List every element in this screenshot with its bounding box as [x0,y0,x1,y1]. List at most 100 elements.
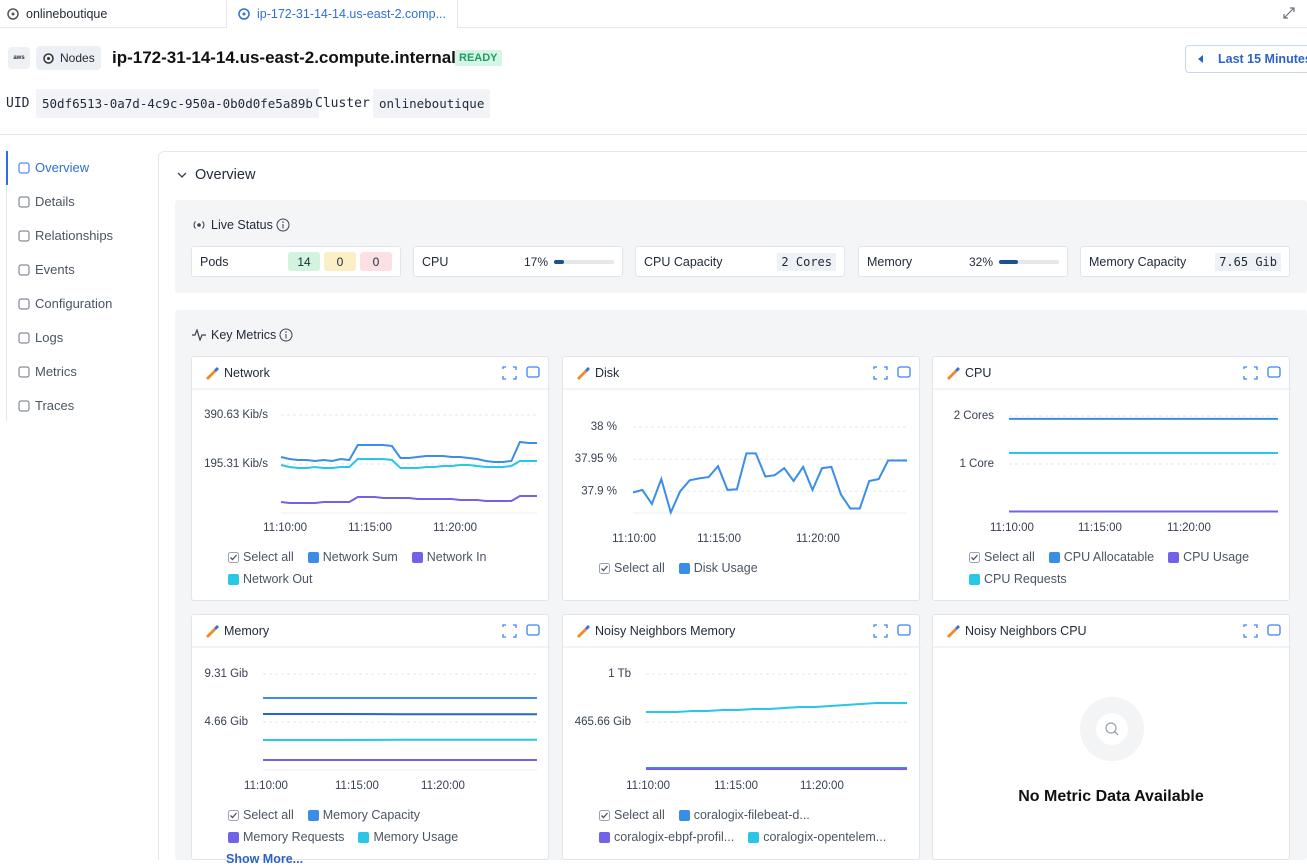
nav-item[interactable]: Metrics [18,364,77,379]
legend-swatch [228,574,239,585]
legend-select-all[interactable]: Select all [228,550,294,564]
pods-pending: 0 [324,252,356,271]
nav-icon-shape [19,197,29,207]
card-value: 2 Cores [777,253,836,271]
checkbox[interactable] [228,552,239,563]
legend-select-all[interactable]: Select all [969,550,1035,564]
tab-active[interactable]: ip-172-31-14-14.us-east-2.comp... [226,0,458,28]
x-tick-label: 11:10:00 [990,522,1034,534]
legend-swatch [1168,552,1179,563]
legend-label: Network Out [243,572,312,586]
nav-item[interactable]: Relationships [18,228,113,243]
legend-select-all[interactable]: Select all [228,808,294,822]
y-tick-label: 195.31 Kib/s [204,458,268,470]
nav-item[interactable]: Configuration [18,296,112,311]
expand-button[interactable] [1244,625,1257,637]
legend-label: CPU Usage [1183,550,1249,564]
x-tick-label: 11:10:00 [612,533,656,545]
empty-disc [1096,713,1128,745]
legend: Select all coralogix-filebeat-d... coralog… [599,808,899,844]
legend-item[interactable]: coralogix-filebeat-d... [679,808,810,822]
kind-label: Nodes [60,51,95,65]
nav-item[interactable]: Traces [18,398,74,413]
y-tick-label: 390.63 Kib/s [204,409,268,421]
legend-item[interactable]: Memory Requests [228,830,344,844]
pods-running: 14 [288,252,320,271]
nav-active-bar [6,151,8,185]
chevron[interactable] [177,170,187,180]
expand-icon[interactable] [1282,6,1296,20]
legend-label: CPU Allocatable [1064,550,1154,564]
nav-icon [18,162,30,174]
legend-swatch [308,810,319,821]
info-icon[interactable] [276,218,290,232]
nav-item[interactable]: Details [18,194,75,209]
legend-item[interactable]: Memory Usage [358,830,458,844]
x-tick-label: 11:15:00 [714,780,758,792]
info-icon[interactable] [279,328,293,342]
checkbox[interactable] [599,563,610,574]
legend-item[interactable]: coralogix-ebpf-profil... [599,830,734,844]
chat-button[interactable] [1268,625,1280,635]
key-metrics-title: Key Metrics [211,328,276,342]
legend-label: Select all [243,550,294,564]
checkbox[interactable] [228,810,239,821]
checkbox[interactable] [969,552,980,563]
x-tick-label: 11:15:00 [697,533,741,545]
checkbox[interactable] [599,810,610,821]
cpu-percent: 17% [524,255,548,269]
legend-item[interactable]: Network In [412,550,487,564]
section-title: Overview [195,167,255,183]
card-label: Memory [867,255,969,269]
nav-icon [18,400,30,412]
legend-swatch [679,810,690,821]
legend-label: coralogix-filebeat-d... [694,808,810,822]
cluster-value: onlineboutique [373,89,490,118]
legend-item[interactable]: CPU Usage [1168,550,1249,564]
legend-swatch [1049,552,1060,563]
card-icon [947,628,957,638]
tab[interactable]: onlineboutique [0,0,225,27]
nav-item[interactable]: Logs [18,330,63,345]
x-tick-label: 11:20:00 [796,533,840,545]
y-tick-label: 37.9 % [581,485,617,497]
uid-value: 50df6513-0a7d-4c9c-950a-0b0d0fe5a89b [36,89,319,118]
legend-item[interactable]: coralogix-opentelem... [748,830,886,844]
legend: Select all Disk Usage [599,561,899,575]
progress-fill [999,260,1018,264]
legend-item[interactable]: CPU Requests [969,572,1067,586]
legend-swatch [599,832,610,843]
legend-select-all[interactable]: Select all [599,808,665,822]
empty-icon [1077,694,1147,764]
nav-icon-shape [19,163,29,173]
y-tick-label: 38 % [591,421,617,433]
nav-label: Overview [35,160,89,175]
nav-item[interactable]: Overview [18,160,89,175]
legend-item[interactable]: CPU Allocatable [1049,550,1154,564]
legend-item[interactable]: Disk Usage [679,561,758,575]
card-label: CPU Capacity [644,255,777,269]
series-line [281,496,537,503]
legend-swatch [412,552,423,563]
cpu-card: CPU 17% [413,246,623,277]
legend-label: Network Sum [323,550,398,564]
legend-item[interactable]: Memory Capacity [308,808,420,822]
nav-label: Metrics [35,364,77,379]
show-more-link[interactable]: Show More... [226,852,303,866]
legend-item[interactable]: Network Out [228,572,312,586]
nav-label: Details [35,194,75,209]
nav-item[interactable]: Events [18,262,75,277]
memory-percent: 32% [969,255,993,269]
legend-item[interactable]: Network Sum [308,550,398,564]
y-tick-label: 1 Core [959,458,994,470]
time-range-button[interactable]: Last 15 Minutes [1185,45,1307,73]
nav-icon [18,366,30,378]
legend-swatch [969,574,980,585]
live-status-title: Live Status [211,218,273,232]
legend-select-all[interactable]: Select all [599,561,665,575]
